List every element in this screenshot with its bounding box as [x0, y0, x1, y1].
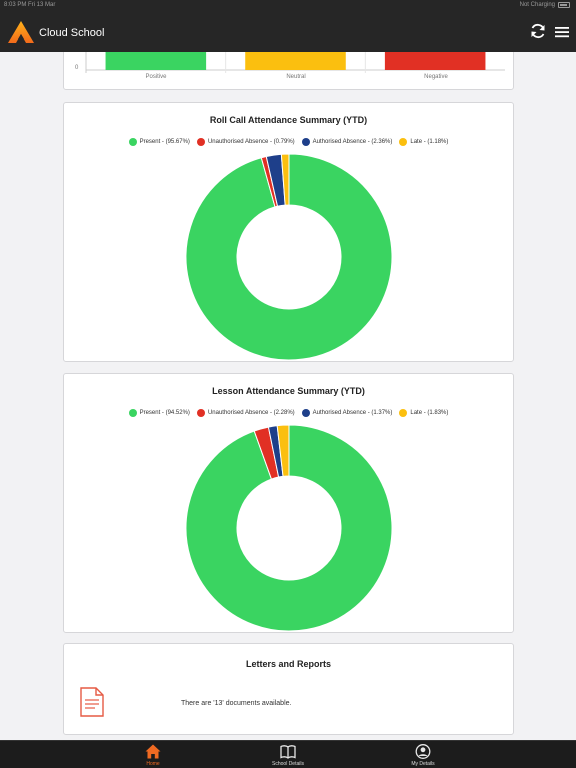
legend-item-present[interactable]: Present - (95.67%): [128, 138, 190, 146]
main-content[interactable]: 0 Positive Neutral Negative Roll Call At…: [0, 52, 576, 740]
bar-neutral[interactable]: [245, 52, 346, 70]
legend-item-late[interactable]: Late - (1.83%): [399, 409, 448, 417]
battery-icon: [558, 2, 570, 8]
legend-dot: [301, 138, 310, 146]
letters-title: Letters and Reports: [245, 659, 332, 669]
legend-item-authorised[interactable]: Authorised Absence - (2.36%): [301, 138, 393, 146]
status-bar: 8:03 PM Fri 13 Mar Not Charging: [0, 0, 576, 12]
legend-label: Present - (94.52%): [139, 410, 190, 416]
legend-label: Authorised Absence - (1.37%): [312, 410, 393, 416]
bar-positive[interactable]: [105, 52, 207, 70]
behaviour-chart-card: 0 Positive Neutral Negative: [63, 52, 514, 90]
bar-negative[interactable]: [384, 52, 486, 70]
app-header: Cloud School: [0, 12, 576, 52]
app-title: Cloud School: [39, 27, 105, 39]
legend-label: Unauthorised Absence - (0.79%): [207, 139, 295, 145]
tab-my-details[interactable]: My Details: [383, 741, 463, 768]
legend-item-authorised[interactable]: Authorised Absence - (1.37%): [301, 409, 393, 417]
legend-item-unauthorised[interactable]: Unauthorised Absence - (0.79%): [196, 138, 295, 146]
y-axis-tick-0: 0: [75, 65, 79, 71]
donut-slice-3[interactable]: [280, 153, 290, 206]
letters-card[interactable]: Letters and Reports There are '13' docum…: [63, 643, 514, 735]
lesson-legend: Present - (94.52%) Unauthorised Absence …: [64, 409, 513, 417]
legend-item-unauthorised[interactable]: Unauthorised Absence - (2.28%): [196, 409, 295, 417]
legend-dot: [399, 409, 408, 417]
tab-school-details[interactable]: School Details: [248, 741, 328, 768]
user-icon: [415, 744, 431, 759]
documents-available-text: There are '13' documents available.: [181, 700, 292, 707]
book-icon: [280, 745, 296, 759]
lesson-title: Lesson Attendance Summary (YTD): [212, 386, 365, 396]
home-icon: [145, 744, 161, 759]
legend-label: Unauthorised Absence - (2.28%): [207, 410, 295, 416]
legend-item-present[interactable]: Present - (94.52%): [128, 409, 190, 417]
legend-item-late[interactable]: Late - (1.18%): [399, 138, 448, 146]
donut-slice-0[interactable]: [185, 153, 393, 361]
lesson-donut-chart[interactable]: [184, 423, 394, 633]
cloud-school-logo-icon: [8, 21, 34, 43]
roll-call-card: Roll Call Attendance Summary (YTD) Prese…: [63, 102, 514, 362]
legend-dot: [301, 409, 310, 417]
charging-status: Not Charging: [519, 2, 555, 8]
lesson-card: Lesson Attendance Summary (YTD) Present …: [63, 373, 514, 633]
bar-label-negative: Negative: [424, 74, 448, 80]
tab-home-label: Home: [146, 761, 160, 767]
refresh-icon[interactable]: [529, 22, 547, 40]
document-icon: [80, 687, 104, 717]
legend-label: Late - (1.18%): [410, 139, 449, 145]
legend-dot: [196, 138, 205, 146]
hamburger-menu-icon[interactable]: [554, 25, 570, 39]
bar-label-positive: Positive: [145, 74, 167, 80]
status-time: 8:03 PM Fri 13 Mar: [4, 2, 56, 8]
legend-label: Present - (95.67%): [139, 139, 190, 145]
roll-call-title: Roll Call Attendance Summary (YTD): [209, 115, 368, 125]
legend-dot: [128, 409, 137, 417]
donut-slice-3[interactable]: [276, 424, 290, 477]
donut-slice-0[interactable]: [185, 424, 393, 632]
behaviour-bar-chart: [85, 52, 505, 73]
tab-school-details-label: School Details: [272, 761, 304, 767]
roll-call-legend: Present - (95.67%) Unauthorised Absence …: [64, 138, 513, 146]
tab-my-details-label: My Details: [411, 761, 435, 767]
roll-call-donut-chart[interactable]: [184, 152, 394, 362]
legend-dot: [128, 138, 137, 146]
bottom-tab-bar: Home School Details My Details: [0, 740, 576, 768]
legend-label: Authorised Absence - (2.36%): [312, 139, 393, 145]
legend-label: Late - (1.83%): [410, 410, 449, 416]
bar-label-neutral: Neutral: [286, 74, 306, 80]
status-right: Not Charging: [520, 2, 570, 8]
legend-dot: [399, 138, 408, 146]
legend-dot: [196, 409, 205, 417]
tab-home[interactable]: Home: [113, 741, 193, 768]
